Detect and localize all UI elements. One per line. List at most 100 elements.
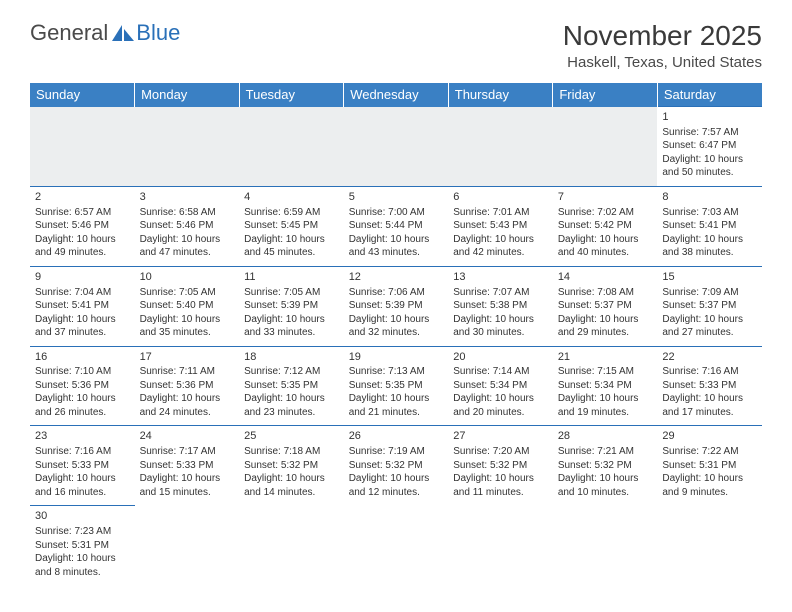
calendar-cell: 11Sunrise: 7:05 AMSunset: 5:39 PMDayligh… <box>239 266 344 346</box>
sunrise-text: Sunrise: 7:01 AM <box>453 206 548 220</box>
sunset-text: Sunset: 5:39 PM <box>349 299 444 313</box>
sunrise-text: Sunrise: 7:19 AM <box>349 445 444 459</box>
calendar-cell <box>448 506 553 585</box>
daylight-text: and 43 minutes. <box>349 246 444 260</box>
calendar-cell: 9Sunrise: 7:04 AMSunset: 5:41 PMDaylight… <box>30 266 135 346</box>
calendar-cell <box>657 506 762 585</box>
sunset-text: Sunset: 5:41 PM <box>662 219 757 233</box>
sunset-text: Sunset: 5:35 PM <box>244 379 339 393</box>
sunrise-text: Sunrise: 6:59 AM <box>244 206 339 220</box>
daylight-text: Daylight: 10 hours <box>453 233 548 247</box>
daylight-text: and 38 minutes. <box>662 246 757 260</box>
sunset-text: Sunset: 5:42 PM <box>558 219 653 233</box>
day-number: 12 <box>349 270 444 285</box>
day-number: 2 <box>35 190 130 205</box>
sunrise-text: Sunrise: 7:11 AM <box>140 365 235 379</box>
daylight-text: Daylight: 10 hours <box>35 392 130 406</box>
daylight-text: Daylight: 10 hours <box>349 392 444 406</box>
sunrise-text: Sunrise: 7:13 AM <box>349 365 444 379</box>
daylight-text: Daylight: 10 hours <box>662 472 757 486</box>
calendar-cell: 22Sunrise: 7:16 AMSunset: 5:33 PMDayligh… <box>657 346 762 426</box>
calendar-row: 23Sunrise: 7:16 AMSunset: 5:33 PMDayligh… <box>30 426 762 506</box>
calendar-cell: 2Sunrise: 6:57 AMSunset: 5:46 PMDaylight… <box>30 186 135 266</box>
calendar-cell <box>135 107 240 187</box>
sunrise-text: Sunrise: 7:10 AM <box>35 365 130 379</box>
daylight-text: Daylight: 10 hours <box>662 313 757 327</box>
day-number: 15 <box>662 270 757 285</box>
daylight-text: Daylight: 10 hours <box>140 313 235 327</box>
daylight-text: and 26 minutes. <box>35 406 130 420</box>
daylight-text: Daylight: 10 hours <box>558 472 653 486</box>
calendar-cell: 24Sunrise: 7:17 AMSunset: 5:33 PMDayligh… <box>135 426 240 506</box>
daylight-text: and 11 minutes. <box>453 486 548 500</box>
calendar-cell: 6Sunrise: 7:01 AMSunset: 5:43 PMDaylight… <box>448 186 553 266</box>
sunset-text: Sunset: 5:32 PM <box>349 459 444 473</box>
location: Haskell, Texas, United States <box>563 54 762 71</box>
daylight-text: and 29 minutes. <box>558 326 653 340</box>
day-number: 14 <box>558 270 653 285</box>
daylight-text: Daylight: 10 hours <box>244 313 339 327</box>
weekday-header: Sunday <box>30 83 135 107</box>
sunrise-text: Sunrise: 7:08 AM <box>558 286 653 300</box>
day-number: 22 <box>662 350 757 365</box>
day-number: 30 <box>35 509 130 524</box>
daylight-text: Daylight: 10 hours <box>349 233 444 247</box>
calendar-cell: 20Sunrise: 7:14 AMSunset: 5:34 PMDayligh… <box>448 346 553 426</box>
daylight-text: and 12 minutes. <box>349 486 444 500</box>
calendar-cell: 13Sunrise: 7:07 AMSunset: 5:38 PMDayligh… <box>448 266 553 346</box>
calendar-row: 16Sunrise: 7:10 AMSunset: 5:36 PMDayligh… <box>30 346 762 426</box>
header: General Blue November 2025 Haskell, Texa… <box>30 20 762 71</box>
day-number: 17 <box>140 350 235 365</box>
calendar-cell: 23Sunrise: 7:16 AMSunset: 5:33 PMDayligh… <box>30 426 135 506</box>
daylight-text: Daylight: 10 hours <box>349 313 444 327</box>
day-number: 1 <box>662 110 757 125</box>
sunset-text: Sunset: 5:33 PM <box>35 459 130 473</box>
daylight-text: and 37 minutes. <box>35 326 130 340</box>
calendar-cell: 3Sunrise: 6:58 AMSunset: 5:46 PMDaylight… <box>135 186 240 266</box>
daylight-text: Daylight: 10 hours <box>662 233 757 247</box>
sunrise-text: Sunrise: 7:02 AM <box>558 206 653 220</box>
calendar-cell <box>239 506 344 585</box>
daylight-text: and 17 minutes. <box>662 406 757 420</box>
sunrise-text: Sunrise: 7:21 AM <box>558 445 653 459</box>
sunrise-text: Sunrise: 7:57 AM <box>662 126 757 140</box>
daylight-text: and 20 minutes. <box>453 406 548 420</box>
sunrise-text: Sunrise: 7:18 AM <box>244 445 339 459</box>
daylight-text: and 33 minutes. <box>244 326 339 340</box>
daylight-text: Daylight: 10 hours <box>453 472 548 486</box>
sunrise-text: Sunrise: 7:22 AM <box>662 445 757 459</box>
sunrise-text: Sunrise: 7:03 AM <box>662 206 757 220</box>
daylight-text: and 49 minutes. <box>35 246 130 260</box>
sunset-text: Sunset: 5:37 PM <box>558 299 653 313</box>
calendar-cell <box>553 506 658 585</box>
sunset-text: Sunset: 5:41 PM <box>35 299 130 313</box>
sunset-text: Sunset: 5:35 PM <box>349 379 444 393</box>
logo-text-1: General <box>30 20 108 46</box>
sunset-text: Sunset: 5:32 PM <box>453 459 548 473</box>
day-number: 18 <box>244 350 339 365</box>
sunset-text: Sunset: 5:43 PM <box>453 219 548 233</box>
daylight-text: Daylight: 10 hours <box>558 233 653 247</box>
calendar-cell: 1Sunrise: 7:57 AMSunset: 6:47 PMDaylight… <box>657 107 762 187</box>
calendar-row: 9Sunrise: 7:04 AMSunset: 5:41 PMDaylight… <box>30 266 762 346</box>
sunrise-text: Sunrise: 7:20 AM <box>453 445 548 459</box>
calendar-cell <box>135 506 240 585</box>
calendar-cell: 15Sunrise: 7:09 AMSunset: 5:37 PMDayligh… <box>657 266 762 346</box>
sunrise-text: Sunrise: 7:06 AM <box>349 286 444 300</box>
sunset-text: Sunset: 5:33 PM <box>662 379 757 393</box>
calendar-cell: 28Sunrise: 7:21 AMSunset: 5:32 PMDayligh… <box>553 426 658 506</box>
sunrise-text: Sunrise: 7:12 AM <box>244 365 339 379</box>
daylight-text: and 47 minutes. <box>140 246 235 260</box>
sunrise-text: Sunrise: 7:09 AM <box>662 286 757 300</box>
day-number: 8 <box>662 190 757 205</box>
title-block: November 2025 Haskell, Texas, United Sta… <box>563 20 762 71</box>
day-number: 6 <box>453 190 548 205</box>
calendar-cell: 7Sunrise: 7:02 AMSunset: 5:42 PMDaylight… <box>553 186 658 266</box>
sunset-text: Sunset: 5:37 PM <box>662 299 757 313</box>
day-number: 24 <box>140 429 235 444</box>
calendar-cell: 4Sunrise: 6:59 AMSunset: 5:45 PMDaylight… <box>239 186 344 266</box>
sunset-text: Sunset: 5:39 PM <box>244 299 339 313</box>
daylight-text: and 9 minutes. <box>662 486 757 500</box>
calendar-cell: 18Sunrise: 7:12 AMSunset: 5:35 PMDayligh… <box>239 346 344 426</box>
calendar-cell: 26Sunrise: 7:19 AMSunset: 5:32 PMDayligh… <box>344 426 449 506</box>
